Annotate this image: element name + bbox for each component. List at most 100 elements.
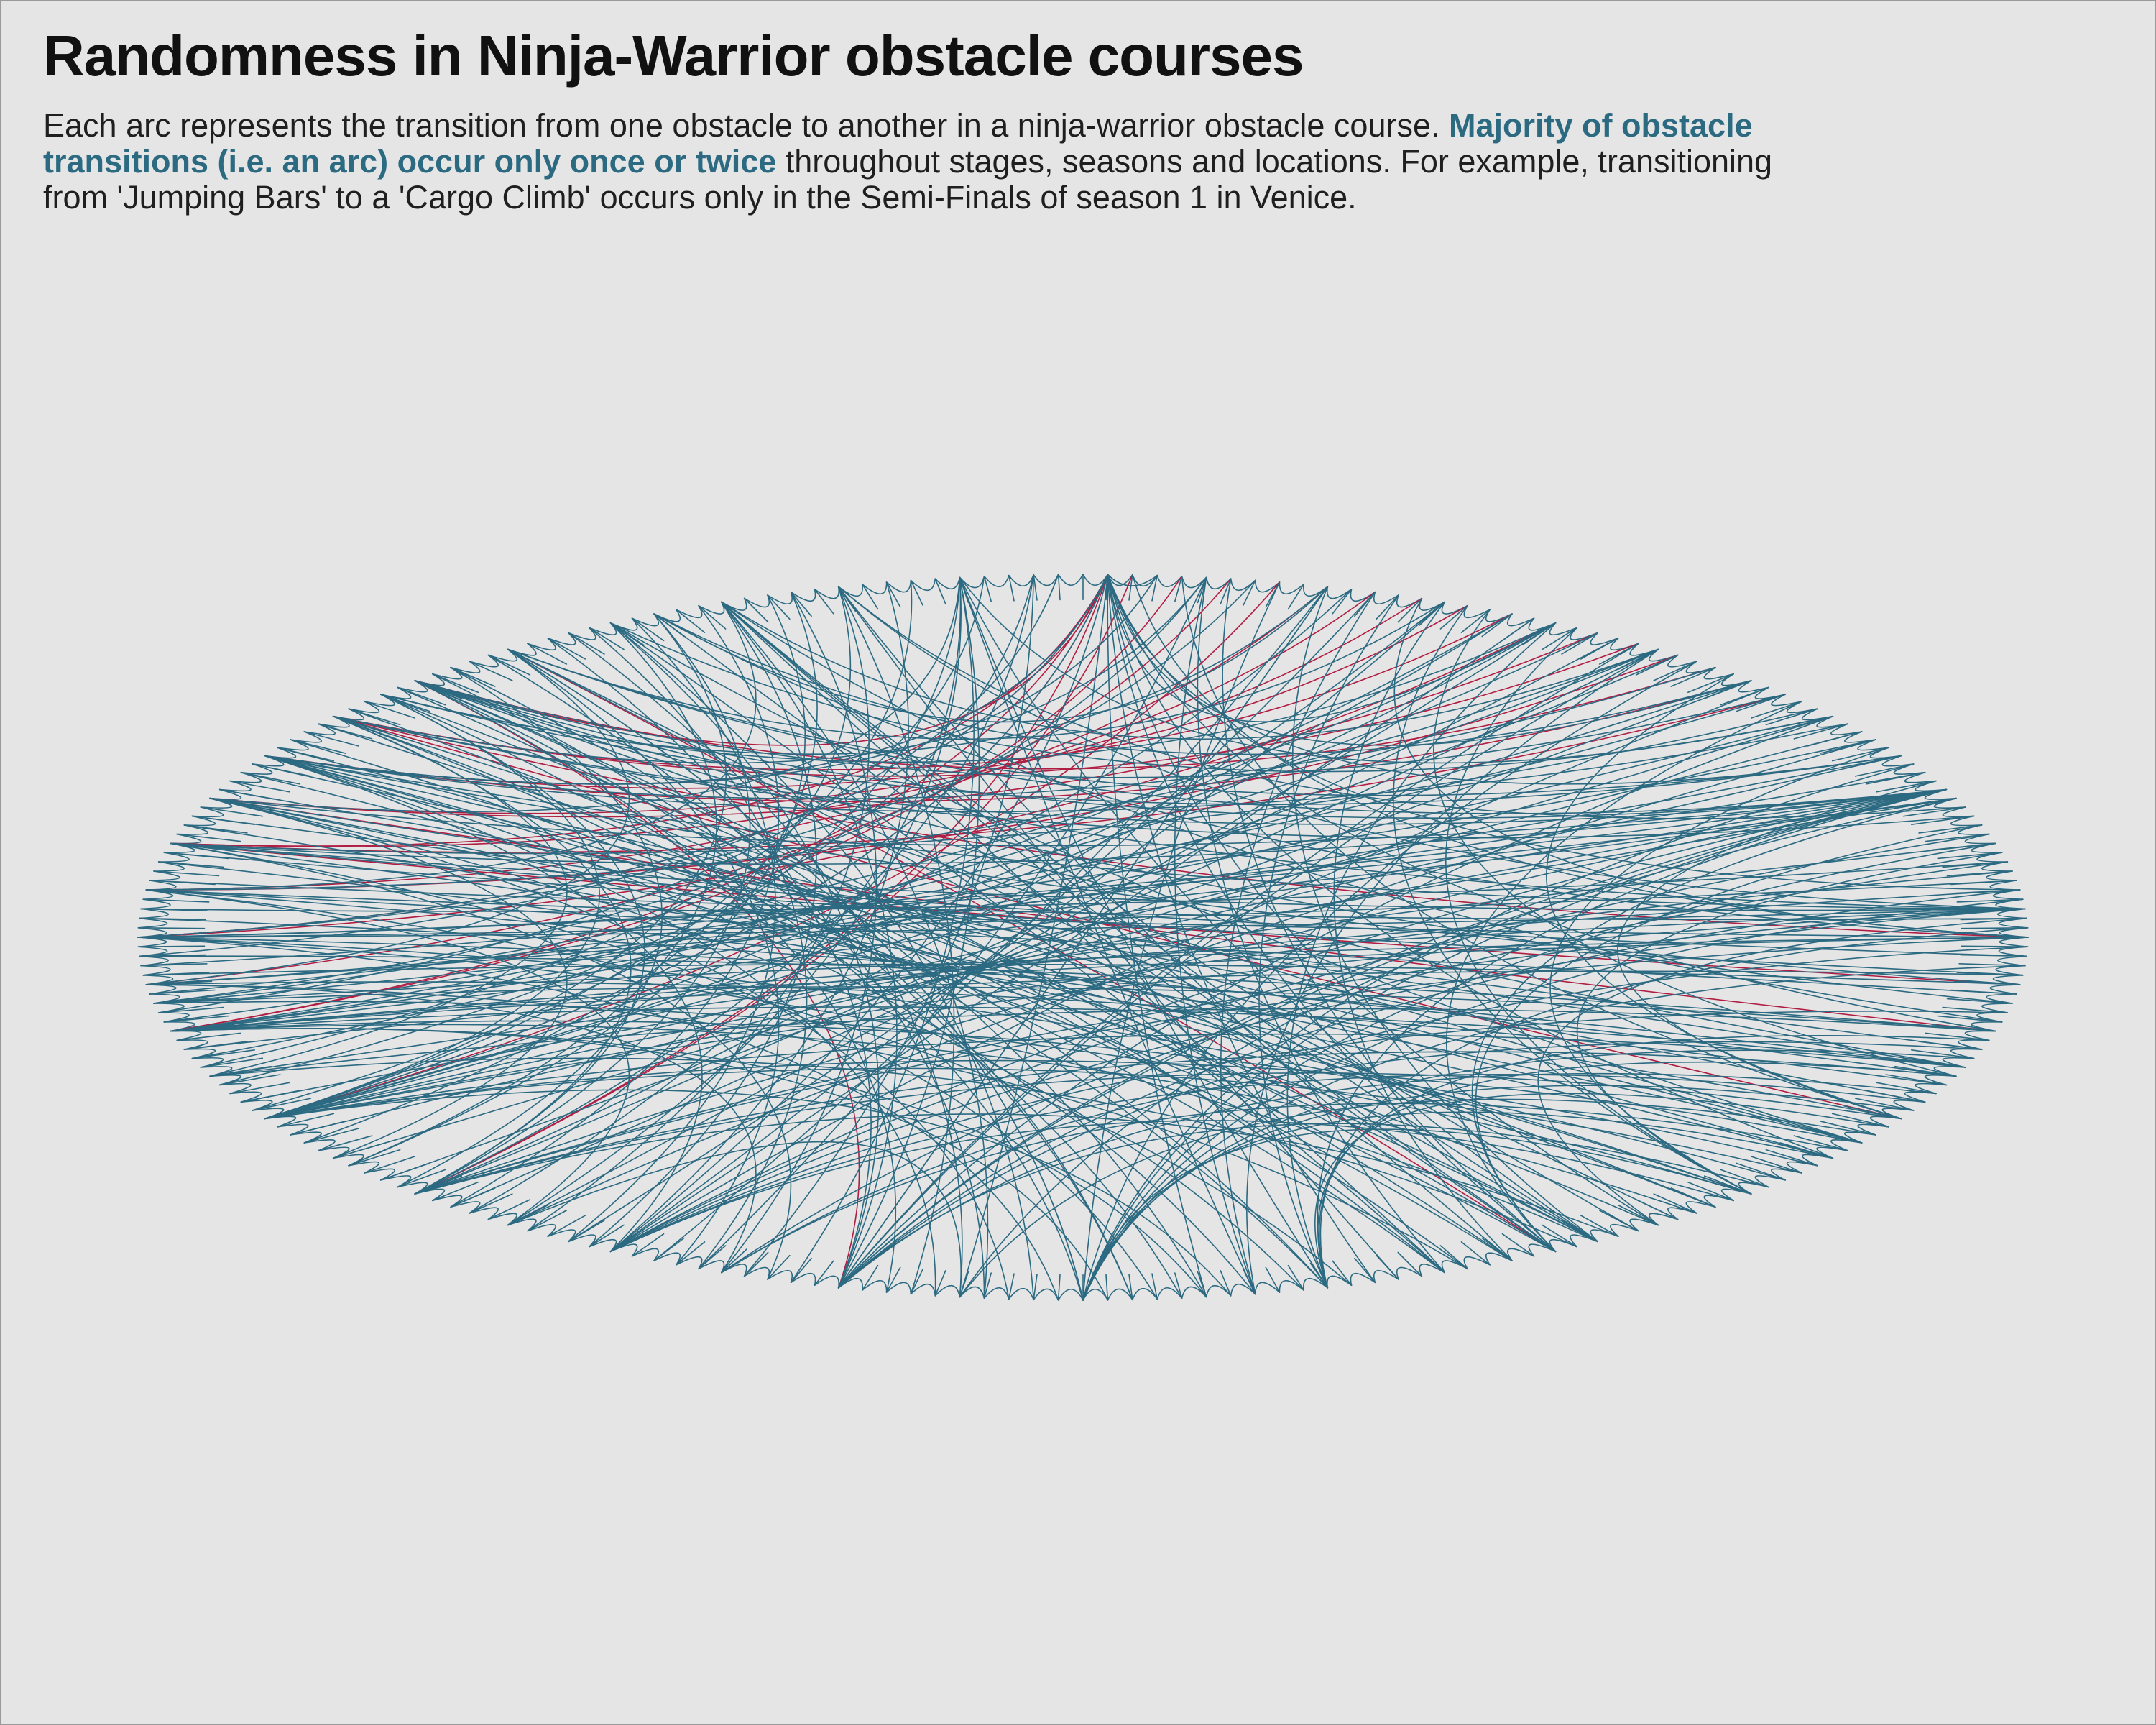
transition-arc (264, 574, 1109, 1120)
node-stub (1460, 1241, 1491, 1266)
node-stub (568, 1220, 605, 1243)
adjacent-arc (1279, 581, 1304, 595)
node-stub (1174, 576, 1183, 602)
adjacent-arc (1950, 815, 1983, 827)
node-stub (1946, 870, 2013, 877)
node-stub (153, 870, 220, 877)
transition-arc (332, 576, 1207, 764)
adjacent-arc (1830, 723, 1863, 735)
node-stub (332, 1142, 387, 1159)
node-stub (364, 1156, 415, 1174)
node-stub (142, 898, 210, 903)
transition-arc (959, 788, 1948, 1298)
adjacent-arc (1685, 1201, 1716, 1214)
transition-arc (264, 755, 1863, 1144)
transition-arc (507, 576, 962, 1226)
node-stub (885, 581, 901, 608)
transition-arc (721, 601, 1659, 740)
transition-arc (1246, 648, 1659, 1295)
node-stub (1033, 574, 1038, 601)
transition-arc (790, 576, 975, 1284)
node-stub (1197, 1271, 1207, 1298)
adjacent-arc (229, 771, 262, 783)
transition-arc (380, 680, 1752, 1181)
adjacent-arc (240, 763, 273, 775)
node-stub (277, 747, 335, 762)
transition-arc (414, 613, 751, 1195)
node-stub (157, 861, 224, 868)
transition-arc (414, 601, 1445, 1195)
transition-arc (137, 937, 1059, 1301)
transition-arc (380, 694, 1902, 806)
node-stub (1439, 1245, 1468, 1270)
adjacent-arc (1230, 1283, 1256, 1297)
node-stub (1580, 1215, 1619, 1237)
node-stub (1911, 1049, 1975, 1059)
node-stub (983, 1272, 992, 1299)
adjacent-arc (1303, 1277, 1329, 1291)
transition-arc (139, 574, 1059, 957)
node-stub (1617, 648, 1659, 671)
node-stub (1287, 1264, 1304, 1291)
transition-arc (1617, 780, 1937, 1120)
node-stub (653, 613, 685, 638)
node-stub (1501, 1233, 1535, 1257)
transition-arc (959, 576, 1329, 1289)
adjacent-arc (218, 1082, 252, 1095)
node-stub (157, 1006, 224, 1013)
adjacent-arc (1992, 975, 2024, 985)
node-stub (1376, 1254, 1399, 1280)
transition-arc (1132, 574, 2029, 938)
node-stub (1918, 1041, 1983, 1050)
adjacent-arc (140, 965, 171, 976)
node-stub (1397, 1251, 1423, 1277)
node-stub (380, 694, 430, 712)
transition-arc (209, 797, 1010, 1300)
node-stub (1950, 989, 2017, 995)
adjacent-arc (183, 1048, 216, 1059)
node-stub (348, 1149, 401, 1167)
node-stub (1033, 1274, 1038, 1301)
transition-arc (837, 586, 1399, 1280)
node-stub (631, 1233, 665, 1257)
node-stub (676, 1241, 706, 1266)
adjacent-arc (153, 861, 185, 872)
transition-arc (209, 715, 568, 1077)
transition-arc (837, 576, 980, 1289)
transition-arc (145, 889, 1353, 1286)
node-stub (200, 806, 264, 817)
adjacent-arc (631, 1248, 659, 1261)
adjacent-arc (1738, 680, 1769, 693)
transition-arc (264, 622, 1557, 1120)
node-stub (1419, 601, 1445, 626)
transition-arc (318, 723, 1598, 1243)
node-stub (1309, 586, 1329, 612)
node-stub (1243, 1269, 1256, 1295)
adjacent-arc (698, 601, 725, 615)
node-stub (149, 989, 216, 995)
node-stub (698, 1245, 727, 1270)
transition-arc (332, 715, 1329, 1289)
node-stub (1956, 972, 2024, 976)
transition-arc (1286, 622, 1557, 1289)
transition-arc (609, 617, 1535, 1253)
node-stub (1105, 574, 1109, 601)
adjacent-arc (1507, 613, 1535, 627)
adjacent-arc (1703, 666, 1734, 680)
node-stub (191, 1049, 255, 1059)
adjacent-arc (983, 1287, 1010, 1300)
node-stub (1653, 661, 1697, 681)
transition-arc (145, 889, 1902, 1120)
node-stub (1779, 1142, 1834, 1159)
adjacent-arc (1590, 632, 1619, 645)
node-stub (1779, 715, 1834, 732)
node-stub (397, 686, 446, 706)
adjacent-arc (140, 898, 171, 910)
node-stub (743, 597, 769, 623)
node-stub (767, 594, 791, 620)
transition-arc (414, 680, 1966, 1068)
node-stub (1958, 908, 2026, 911)
node-stub (790, 1257, 812, 1284)
adjacent-arc (934, 576, 961, 590)
transition-arc (721, 1041, 1983, 1274)
